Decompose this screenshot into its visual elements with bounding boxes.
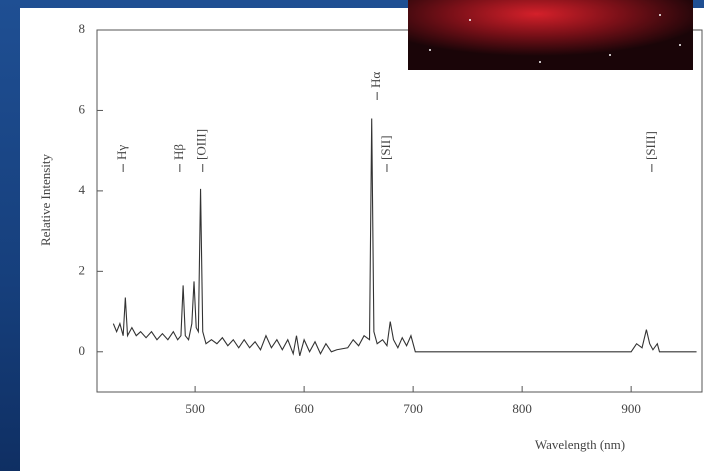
y-tick-label: 8 xyxy=(79,21,86,36)
spectrum-line xyxy=(112,118,697,356)
nebula-photo xyxy=(408,0,693,70)
x-tick-label: 800 xyxy=(512,401,532,416)
x-tick-label: 700 xyxy=(403,401,423,416)
y-tick-label: 4 xyxy=(79,182,86,197)
annotation-label: [SIII] xyxy=(643,131,658,160)
annotation-label: Hα xyxy=(368,72,383,88)
annotation-label: Hβ xyxy=(171,144,186,160)
annotation-label: [SII] xyxy=(378,135,393,160)
y-tick-label: 2 xyxy=(79,262,86,277)
annotation-label: Hγ xyxy=(114,145,129,160)
x-tick-label: 600 xyxy=(294,401,314,416)
x-tick-label: 900 xyxy=(621,401,641,416)
y-tick-label: 6 xyxy=(79,101,86,116)
annotation-label: [OIII] xyxy=(194,129,209,160)
x-axis-label: Wavelength (nm) xyxy=(535,437,625,452)
y-tick-label: 0 xyxy=(79,343,86,358)
x-tick-label: 500 xyxy=(185,401,205,416)
y-axis-label: Relative Intensity xyxy=(38,153,53,246)
panel xyxy=(20,8,704,471)
plot-frame xyxy=(96,29,703,393)
